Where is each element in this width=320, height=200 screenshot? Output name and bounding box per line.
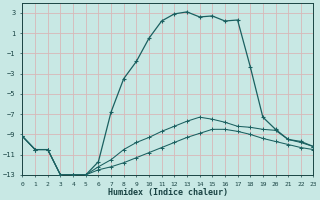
X-axis label: Humidex (Indice chaleur): Humidex (Indice chaleur) [108,188,228,197]
